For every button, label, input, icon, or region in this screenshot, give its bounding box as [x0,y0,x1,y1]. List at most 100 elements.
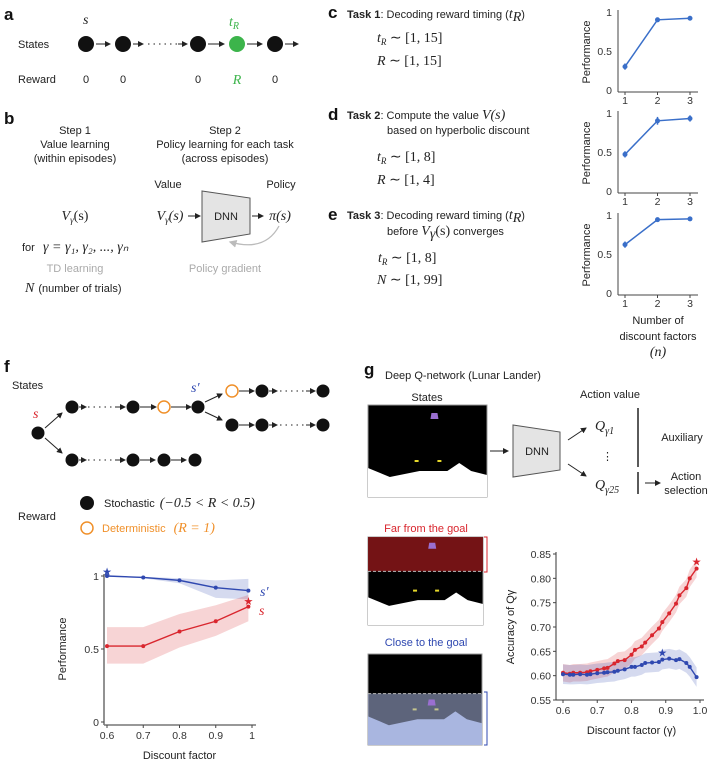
v-arg: (s) [435,224,450,239]
eq-var: R [376,173,386,188]
arrow [44,437,63,454]
panel-f: f States s s′ Stochastic (−0.5 < R < 0.5)… [4,357,330,762]
panel-label-c: c [328,3,337,22]
data-point [605,670,610,675]
data-point [213,619,218,624]
y-axis-label: Performance [581,122,593,185]
reward-value-R: R [232,73,242,88]
reward-value: 0 [120,74,126,86]
x-tick-label: 1 [622,95,628,107]
data-point [595,667,600,672]
reward-time-label: tR [229,15,239,32]
confidence-band [563,559,697,683]
data-point [656,660,661,665]
step1-line: Value learning [40,139,110,151]
x-tick-label: 3 [687,196,693,208]
x-tick-label: 0.9 [658,705,673,717]
deterministic-state [225,384,239,398]
task-desc: : Compute the value [380,110,482,122]
stochastic-legend: Stochastic (−0.5 < R < 0.5) [104,496,255,511]
legend-text: Stochastic [104,498,155,510]
panel-label-a: a [4,5,14,24]
y-tick-label: 0.60 [531,671,552,683]
x-tick-label: 0.7 [136,730,151,742]
stochastic-state [31,426,45,440]
chart-g: 0.55 0.60 0.65 0.70 0.75 0.80 0.85 0.6 0.7 0.8 0.9… [505,549,707,737]
v-sub: γ [70,215,74,225]
confidence-band [107,594,249,664]
deterministic-state [157,400,171,414]
stochastic-state [65,453,79,467]
data-point [588,672,593,677]
moon-terrain [368,463,487,497]
data-point [655,118,660,124]
panel-d: d Task 2: Compute the value V(s) based o… [328,105,529,188]
x-tick-label: 0.8 [624,705,639,717]
data-point [639,662,644,667]
action-value-label: Action value [580,389,640,401]
arrow [567,463,587,477]
far-goal-label: Far from the goal [384,523,468,535]
task2-title: Task 2: Compute the value V(s) [347,108,506,123]
panel-label-e: e [328,205,337,224]
task3-title: Task 3: Decoding reward timing (tR) [347,208,525,226]
q-sub: γ25 [605,485,619,496]
task-name: Task 3 [347,210,380,222]
data-point [622,151,628,157]
x-tick-label: 2 [655,298,661,310]
x-tick-label: 0.6 [100,730,115,742]
q-var: Q [595,478,605,493]
lander-icon [428,542,437,549]
lunar-lander-states-image [367,404,488,498]
x-tick-label: 3 [687,298,693,310]
stochastic-state [188,453,202,467]
best-star-marker: ★ [657,647,667,659]
data-point [602,670,607,675]
y-tick-label: 1 [606,108,612,120]
t-var: t [509,7,514,22]
x-axis-label: Discount factor (γ) [587,725,676,737]
gamma-set: γ = γ₁, γ₂, ..., γₙ [43,240,129,255]
N-var: N [24,281,35,296]
stochastic-state [126,400,140,414]
reward-value: 0 [272,74,278,86]
arrow [204,393,223,403]
paren: ) [521,9,525,21]
stochastic-state [316,384,330,398]
t-var: t [509,208,514,223]
legend-math: (R = 1) [174,521,216,536]
chart-d: 0 0.5 1 1 2 3 Performance [581,108,698,208]
series-label-s-prime: s′ [260,585,269,600]
step2-line: Policy learning for each task [156,139,294,151]
step2-line: (across episodes) [182,153,269,165]
y-tick-label: 0.75 [531,598,552,610]
legend-math: (−0.5 < R < 0.5) [160,496,256,511]
eq-var: t [378,251,383,266]
data-point [588,669,593,674]
y-axis-label: Accuracy of Qγ [505,589,517,664]
t-sub: R [512,10,522,25]
data-point [650,633,655,638]
data-point [615,659,620,664]
q-gamma25: Qγ25 [595,478,619,496]
eq-range: ∼ [1, 15] [386,54,442,69]
value-function: Vγ(s) [62,209,89,225]
q-sub: γ1 [605,426,614,437]
reward-label: Reward [18,74,56,86]
policy-gradient-label: Policy gradient [189,263,261,275]
y-tick-label: 0.5 [597,46,612,58]
panel-label-b: b [4,109,14,128]
data-point [584,672,589,677]
x-tick-label: 2 [655,95,661,107]
panel-b: b Step 1 Value learning (within episodes… [4,109,296,296]
data-point [612,669,617,674]
data-point [687,576,692,581]
data-point [177,629,182,634]
policy-gradient-arrow [228,225,280,248]
v-var: V [421,224,431,239]
state-tree [31,384,330,467]
state-s-label: s [33,407,39,422]
action-selection-label: selection [664,485,707,497]
lunar-lander-far-image [367,536,484,626]
